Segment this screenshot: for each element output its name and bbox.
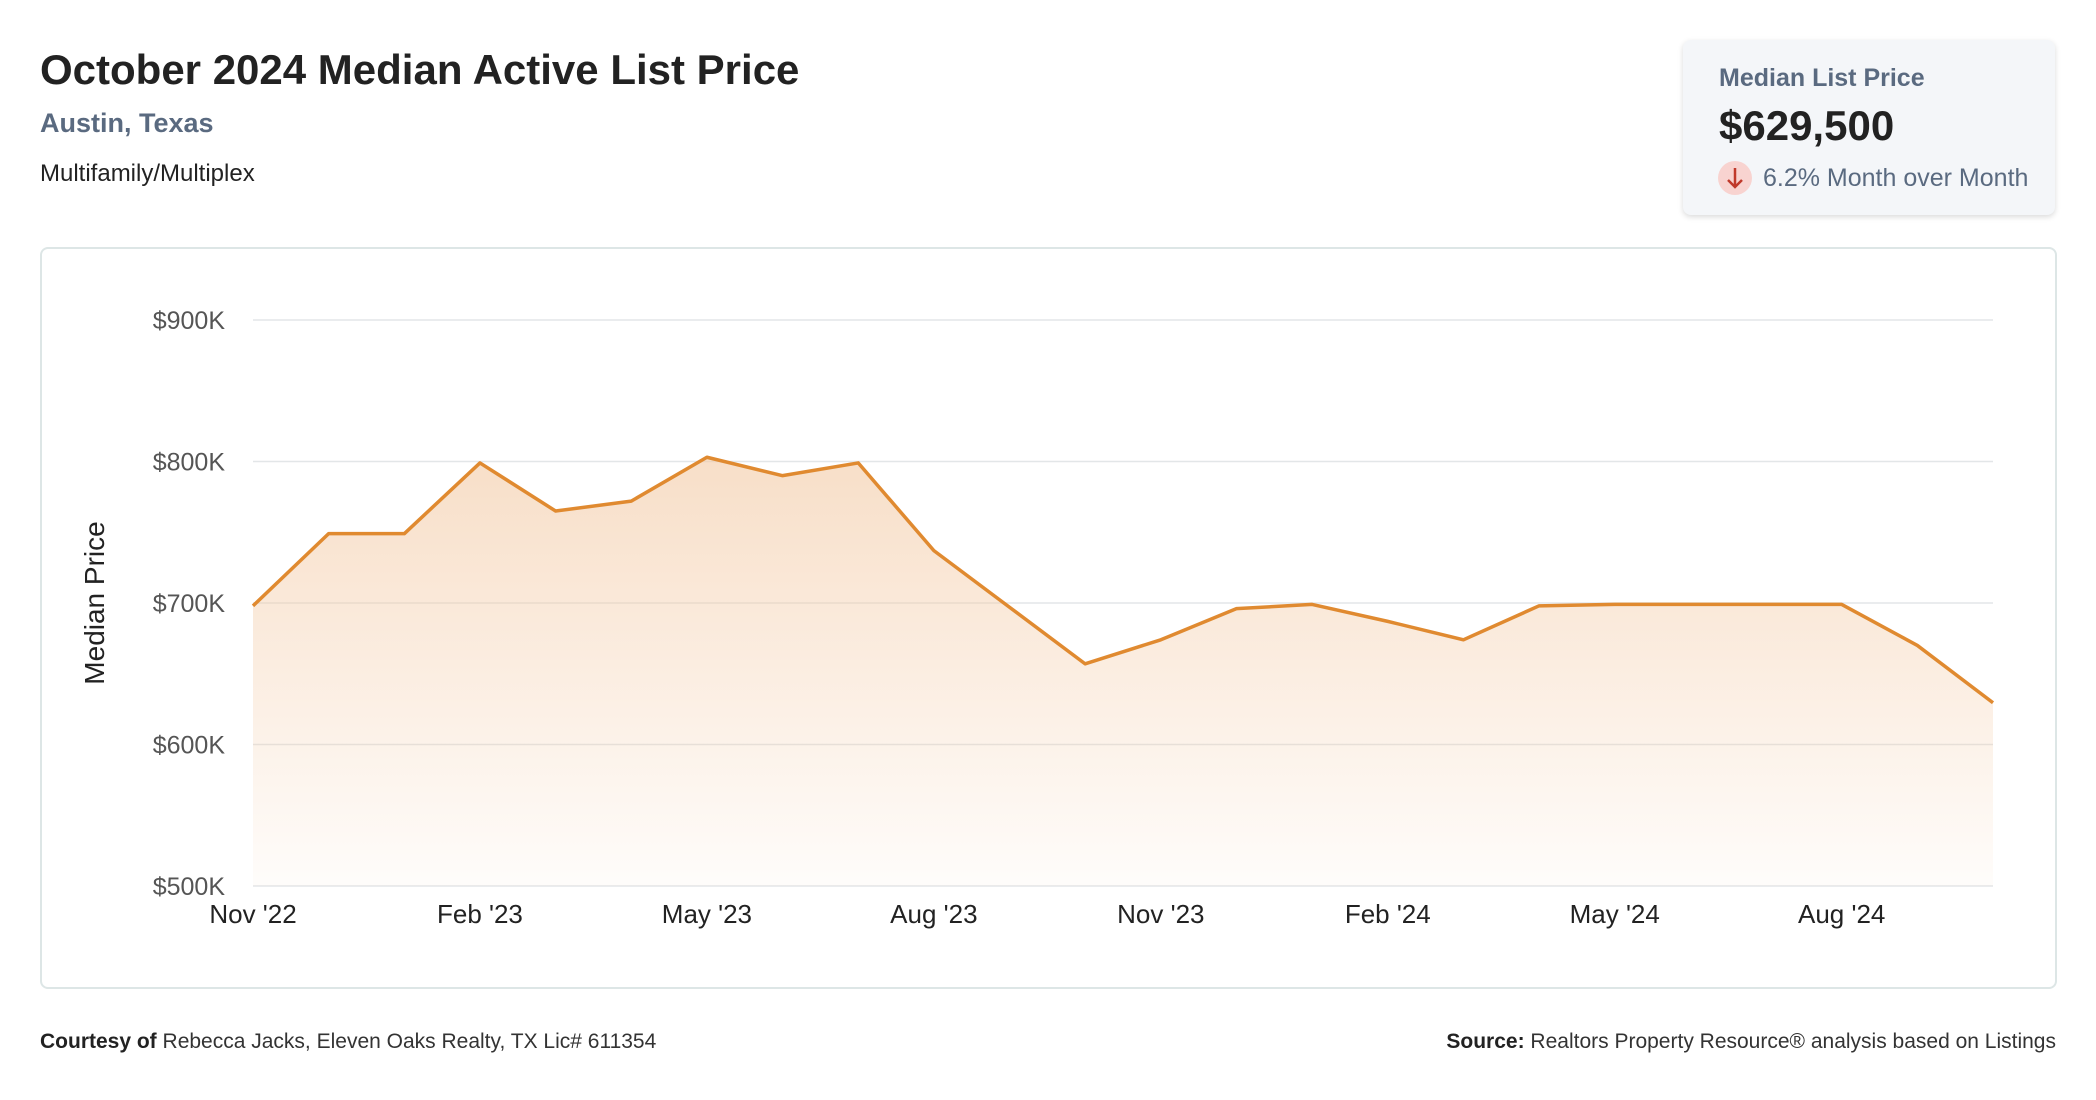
y-tick-label: $700K <box>153 590 226 618</box>
x-tick-label: May '24 <box>1570 899 1660 929</box>
x-tick-label: Feb '24 <box>1345 899 1431 929</box>
courtesy-label: Courtesy of <box>40 1030 157 1053</box>
title: October 2024 Median Active List Price <box>40 46 800 93</box>
y-tick-label: $900K <box>153 307 226 335</box>
summary-card: Median List Price $629,500 6.2% Month ov… <box>1683 40 2055 215</box>
location: Austin, Texas <box>40 108 214 138</box>
summary-label: Median List Price <box>1719 64 1925 92</box>
property-type: Multifamily/Multiplex <box>40 160 255 187</box>
down-icon <box>1718 161 1752 195</box>
summary-value: $629,500 <box>1719 102 1895 149</box>
x-tick-label: May '23 <box>662 899 752 929</box>
chart: $500K $600K $700K $800K $900K Median Price Nov… <box>79 307 1995 929</box>
x-tick-label: Aug '23 <box>890 899 977 929</box>
footer-source: Source: Realtors Property Resource® anal… <box>1446 1030 2056 1054</box>
footer-courtesy: Courtesy of Rebecca Jacks, Eleven Oaks R… <box>40 1030 656 1054</box>
y-tick-label: $600K <box>153 732 226 760</box>
y-tick-label: $800K <box>153 449 226 477</box>
x-tick-label: Nov '22 <box>209 899 296 929</box>
source-text: Realtors Property Resource® analysis bas… <box>1530 1030 2056 1053</box>
line <box>251 455 1995 705</box>
x-tick-label: Aug '24 <box>1798 899 1885 929</box>
x-tick-label: Nov '23 <box>1117 899 1204 929</box>
courtesy-text: Rebecca Jacks, Eleven Oaks Realty, TX Li… <box>162 1030 657 1053</box>
area <box>253 457 1993 886</box>
source-label: Source: <box>1446 1030 1525 1053</box>
summary-change: 6.2% Month over Month <box>1763 164 2029 192</box>
chart-panel: $500K $600K $700K $800K $900K Median Price Nov… <box>40 247 2057 989</box>
y-tick-label: $500K <box>153 873 226 901</box>
x-tick-label: Feb '23 <box>437 899 523 929</box>
y-axis-label: Median Price <box>79 521 110 684</box>
